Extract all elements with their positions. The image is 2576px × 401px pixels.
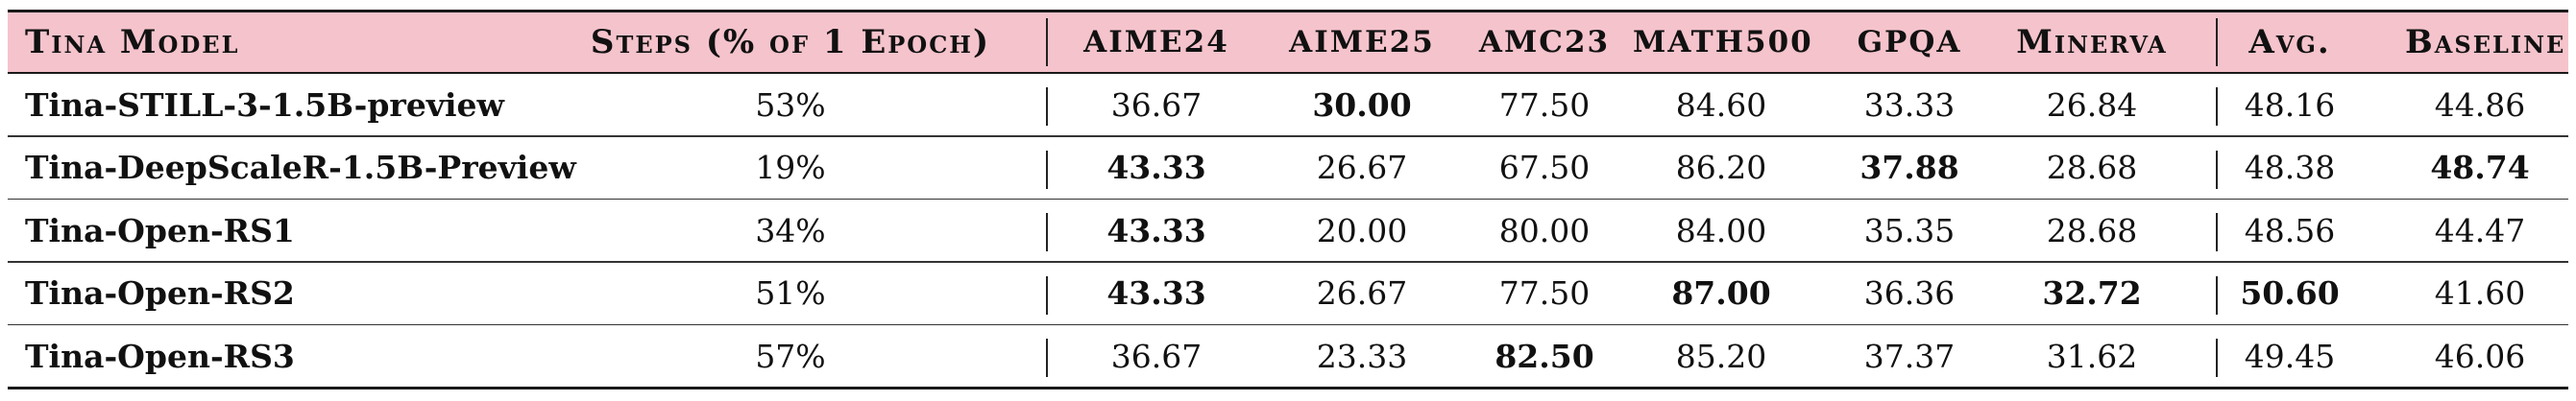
- header-amc23: AMC23: [1478, 25, 1611, 59]
- table-row: Tina-Open-RS3 57% 36.67 23.33 82.50 85.20 37.3…: [8, 325, 2568, 387]
- row-separator: [8, 323, 2568, 325]
- header-math500: MATH500: [1633, 25, 1813, 59]
- cell-model: Tina-Open-RS1: [25, 211, 295, 249]
- column-divider: [1046, 87, 1048, 126]
- cell-gpqa: 33.33: [1863, 85, 1956, 124]
- cell-aime24: 43.33: [1106, 149, 1206, 186]
- cell-model: Tina-STILL-3-1.5B-preview: [25, 85, 504, 124]
- cell-gpqa: 36.36: [1863, 274, 1956, 312]
- header-minerva: Minerva: [2016, 23, 2168, 61]
- header-steps: Steps (% of 1 Epoch): [590, 23, 991, 61]
- cell-minerva: 31.62: [2046, 337, 2138, 375]
- cell-aime24: 43.33: [1106, 274, 1206, 312]
- cell-gpqa: 37.37: [1863, 337, 1956, 375]
- cell-math500: 85.20: [1675, 337, 1767, 375]
- cell-minerva: 28.68: [2046, 211, 2138, 249]
- cell-aime25: 26.67: [1316, 149, 1408, 186]
- table-row: Tina-DeepScaleR-1.5B-Preview 19% 43.33 26.6…: [8, 137, 2568, 199]
- cell-math500: 86.20: [1675, 149, 1767, 186]
- cell-aime25: 23.33: [1316, 337, 1408, 375]
- column-divider: [2216, 275, 2218, 315]
- cell-baseline: 44.86: [2434, 85, 2526, 124]
- cell-steps: 53%: [755, 85, 826, 124]
- column-divider: [2216, 213, 2218, 251]
- cell-amc23: 67.50: [1498, 149, 1591, 186]
- cell-minerva: 28.68: [2046, 149, 2138, 186]
- header-baseline: Baseline: [2405, 23, 2566, 61]
- cell-avg: 49.45: [2244, 337, 2336, 375]
- cell-gpqa: 37.88: [1859, 149, 1959, 186]
- table-header-row: Tina Model Steps (% of 1 Epoch) AIME24 A…: [8, 12, 2568, 72]
- cell-model: Tina-Open-RS3: [25, 337, 295, 375]
- table-row: Tina-Open-RS1 34% 43.33 20.00 80.00 84.00 35.3…: [8, 200, 2568, 261]
- column-divider: [1046, 275, 1048, 315]
- column-divider: [1046, 150, 1048, 189]
- cell-steps: 19%: [755, 149, 826, 186]
- header-aime25: AIME25: [1289, 25, 1435, 59]
- cell-baseline: 46.06: [2434, 337, 2526, 375]
- column-divider: [2216, 87, 2218, 126]
- column-divider: [2216, 339, 2218, 377]
- cell-aime25: 30.00: [1312, 85, 1412, 124]
- cell-aime24: 43.33: [1106, 211, 1206, 249]
- cell-math500: 84.60: [1675, 85, 1767, 124]
- cell-model: Tina-DeepScaleR-1.5B-Preview: [25, 149, 576, 186]
- header-model: Tina Model: [25, 23, 240, 61]
- cell-amc23: 77.50: [1498, 274, 1591, 312]
- cell-avg: 48.38: [2244, 149, 2336, 186]
- header-avg: Avg.: [2248, 23, 2331, 61]
- table-body: Tina-STILL-3-1.5B-preview 53% 36.67 30.00 77…: [8, 74, 2568, 387]
- cell-baseline: 44.47: [2434, 211, 2526, 249]
- cell-steps: 34%: [755, 211, 826, 249]
- row-separator: [8, 198, 2568, 200]
- cell-aime25: 26.67: [1316, 274, 1408, 312]
- table-row: Tina-Open-RS2 51% 43.33 26.67 77.50 87.00 36.3…: [8, 263, 2568, 324]
- column-divider: [1046, 213, 1048, 251]
- cell-steps: 51%: [755, 274, 826, 312]
- table-row: Tina-STILL-3-1.5B-preview 53% 36.67 30.00 77…: [8, 74, 2568, 135]
- cell-amc23: 80.00: [1498, 211, 1591, 249]
- cell-aime24: 36.67: [1110, 337, 1203, 375]
- cell-amc23: 77.50: [1498, 85, 1591, 124]
- cell-model: Tina-Open-RS2: [25, 274, 295, 312]
- column-divider: [1046, 339, 1048, 377]
- bottom-rule: [8, 387, 2568, 389]
- results-table: Tina Model Steps (% of 1 Epoch) AIME24 A…: [8, 10, 2568, 389]
- row-separator: [8, 261, 2568, 263]
- row-separator: [8, 135, 2568, 137]
- cell-amc23: 82.50: [1495, 337, 1594, 375]
- header-aime24: AIME24: [1083, 25, 1229, 59]
- cell-minerva: 26.84: [2046, 85, 2138, 124]
- top-rule: [8, 10, 2568, 12]
- header-rule: [8, 72, 2568, 74]
- column-divider: [1046, 18, 1048, 66]
- cell-minerva: 32.72: [2042, 274, 2142, 312]
- header-gpqa: GPQA: [1857, 25, 1962, 59]
- cell-avg: 50.60: [2240, 274, 2340, 312]
- column-divider: [2216, 18, 2218, 66]
- cell-aime25: 20.00: [1316, 211, 1408, 249]
- cell-avg: 48.56: [2244, 211, 2336, 249]
- cell-avg: 48.16: [2244, 85, 2336, 124]
- cell-gpqa: 35.35: [1863, 211, 1956, 249]
- cell-baseline: 48.74: [2430, 149, 2530, 186]
- column-divider: [2216, 150, 2218, 189]
- cell-baseline: 41.60: [2434, 274, 2526, 312]
- cell-math500: 87.00: [1671, 274, 1771, 312]
- cell-aime24: 36.67: [1110, 85, 1203, 124]
- cell-math500: 84.00: [1675, 211, 1767, 249]
- cell-steps: 57%: [755, 337, 826, 375]
